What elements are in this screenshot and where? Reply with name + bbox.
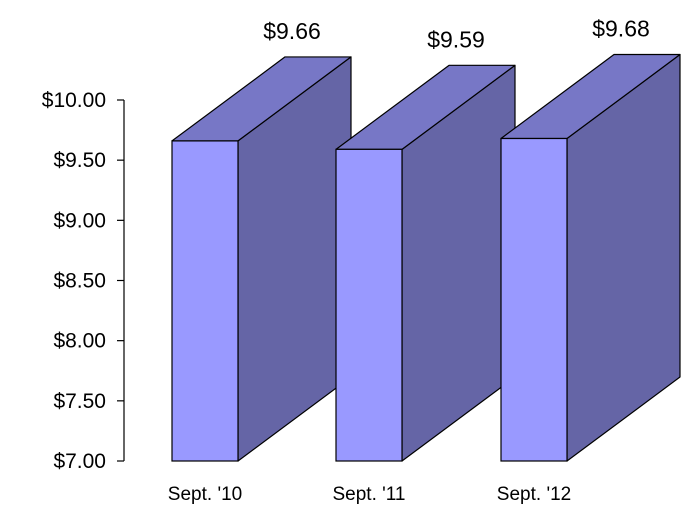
- x-category-label: Sept. '12: [497, 484, 571, 505]
- bar-front-face: [171, 140, 239, 462]
- y-tick-label: $7.50: [53, 390, 106, 413]
- y-tick-label: $9.50: [53, 149, 106, 172]
- x-category-label: Sept. '10: [168, 484, 242, 505]
- bar-front-face: [500, 137, 568, 462]
- data-labels: Sept. '10 $9.66 Sept. '11 $9.59 Sept. '12 $9.…: [168, 16, 650, 505]
- x-category-label: Sept. '11: [333, 484, 406, 505]
- y-tick-label: $8.00: [53, 330, 106, 353]
- data-label: $9.59: [427, 26, 485, 52]
- data-label: $9.66: [263, 18, 321, 44]
- y-tick-label: $8.50: [53, 270, 106, 293]
- bar-front-face: [335, 148, 403, 462]
- y-tick-label: $7.00: [53, 450, 106, 473]
- bar-3: [500, 53, 681, 462]
- bar-2: [335, 64, 516, 462]
- bars: [171, 53, 681, 462]
- bar-1: [171, 56, 352, 462]
- y-tick-label: $10.00: [42, 89, 106, 112]
- y-tick-label: $9.00: [53, 209, 106, 232]
- data-label: $9.68: [592, 16, 650, 42]
- y-axis: $10.00 $9.50 $9.00 $8.50 $8.00 $7.50 $7.00: [42, 89, 125, 473]
